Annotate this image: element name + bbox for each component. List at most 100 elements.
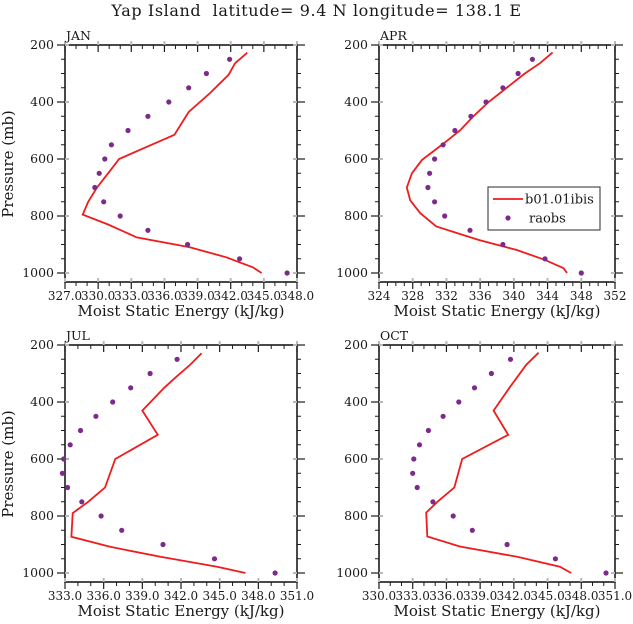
raobs-dot	[147, 370, 153, 377]
raobs-dot	[483, 99, 489, 105]
legend-label-model: b01.01ibis	[525, 193, 594, 208]
raobs-dot	[552, 556, 559, 562]
x-tick-label: 336	[469, 289, 492, 303]
raobs-dot	[430, 499, 436, 505]
raobs-dot	[411, 456, 417, 462]
x-tick-label: 342.0	[497, 589, 531, 603]
raobs-dot	[211, 556, 218, 562]
raobs-dot	[456, 399, 462, 405]
raobs-dot	[500, 85, 506, 91]
plot-frame	[378, 44, 616, 283]
raobs-dot	[427, 170, 433, 176]
x-tick-label: 336.0	[429, 589, 463, 603]
raobs-dot	[471, 385, 478, 391]
legend-label-raobs: raobs	[529, 212, 566, 227]
x-tick-label: 336.0	[86, 589, 120, 603]
raobs-dot	[488, 370, 494, 377]
raobs-dot	[145, 113, 151, 119]
panel-oct: 330.0 333.0 336.0 339.0 342.0 345.0 348.0 351.0…	[336, 328, 632, 620]
y-tick-label: 800	[344, 208, 368, 223]
x-tick-label: 330.0	[81, 289, 115, 303]
raobs-dot	[96, 170, 102, 176]
raobs-dot	[65, 484, 71, 491]
panel-apr: 324 328 332 336 340 344 348 352 200 400 600 800 1000…	[336, 28, 626, 320]
x-tick-label: 332	[435, 289, 458, 303]
x-tick-label: 345.0	[202, 589, 236, 603]
x-axis-title: Moist Static Energy (kJ/kg)	[78, 302, 285, 320]
y-tick-label: 400	[30, 94, 54, 109]
raobs-dot	[98, 513, 104, 519]
x-axis-title: Moist Static Energy (kJ/kg)	[394, 602, 601, 620]
x-tick-label: 336.0	[147, 289, 181, 303]
panel-month-label: OCT	[380, 328, 409, 343]
y-tick-label: 600	[344, 151, 368, 166]
raobs-dot	[425, 184, 431, 191]
raobs-dot	[515, 70, 521, 77]
raobs-dot	[542, 256, 548, 262]
model-line	[81, 52, 263, 274]
y-tick-label: 400	[344, 94, 368, 109]
plot-frame	[378, 344, 616, 583]
raobs-dot	[442, 213, 448, 219]
raobs-dot	[272, 570, 278, 576]
model-line	[70, 352, 246, 574]
raobs-dot	[529, 56, 536, 62]
legend-box	[487, 186, 601, 231]
x-tick-label: 352	[604, 289, 627, 303]
raobs-dot	[79, 499, 85, 505]
x-tick-label: 348.0	[241, 589, 275, 603]
raobs-dot	[468, 113, 474, 119]
raobs-dot	[125, 127, 131, 134]
raobs-dot	[450, 513, 456, 519]
raobs-dot	[101, 199, 107, 205]
x-tick-label: 330.0	[362, 589, 396, 603]
raobs-dot	[92, 184, 98, 191]
raobs-dot	[440, 142, 446, 148]
y-tick-label: 1000	[22, 565, 54, 580]
raobs-dot	[432, 156, 438, 162]
raobs-dot	[185, 241, 191, 248]
raobs-dot	[59, 470, 65, 476]
raobs-dot	[452, 127, 458, 134]
y-tick-label: 800	[30, 508, 54, 523]
raobs-dot	[432, 199, 438, 205]
raobs-dot	[174, 356, 180, 362]
panel-jul: 333.0 336.0 339.0 342.0 345.0 348.0 351.0 200 40…	[0, 328, 314, 620]
x-tick-label: 339.0	[180, 289, 214, 303]
x-tick-label: 328	[401, 289, 424, 303]
y-axis-title: Pressure (mb)	[0, 110, 17, 218]
y-tick-label: 200	[30, 37, 54, 52]
model-line	[425, 352, 572, 574]
raobs-dot	[414, 484, 420, 491]
raobs-dot	[416, 442, 423, 448]
panel-month-label: APR	[379, 28, 407, 43]
plot-frame	[64, 344, 298, 583]
raobs-dot	[469, 527, 475, 533]
x-tick-label: 345.0	[530, 589, 564, 603]
x-tick-label: 345.0	[247, 289, 281, 303]
raobs-dot	[603, 570, 609, 576]
raobs-dot	[425, 427, 431, 434]
y-tick-label: 800	[344, 508, 368, 523]
x-tick-label: 333.0	[396, 589, 430, 603]
y-tick-label: 600	[344, 451, 368, 466]
x-tick-label: 342.0	[214, 289, 248, 303]
panel-month-label: JAN	[64, 28, 91, 43]
x-tick-label: 348	[570, 289, 593, 303]
legend: b01.01ibis raobs	[487, 186, 601, 231]
raobs-dot	[67, 442, 73, 448]
y-tick-label: 400	[344, 394, 368, 409]
raobs-dot	[61, 456, 67, 462]
x-tick-label: 348.0	[280, 289, 314, 303]
raobs-dot	[227, 56, 233, 62]
x-tick-label: 339.0	[463, 589, 497, 603]
raobs-dot	[467, 227, 473, 233]
y-tick-label: 600	[30, 151, 54, 166]
raobs-dot	[507, 356, 514, 362]
raobs-dot	[110, 399, 116, 405]
x-tick-label: 324	[368, 289, 391, 303]
raobs-dot	[504, 541, 510, 548]
raobs-dot	[160, 541, 166, 548]
y-tick-label: 200	[344, 37, 368, 52]
